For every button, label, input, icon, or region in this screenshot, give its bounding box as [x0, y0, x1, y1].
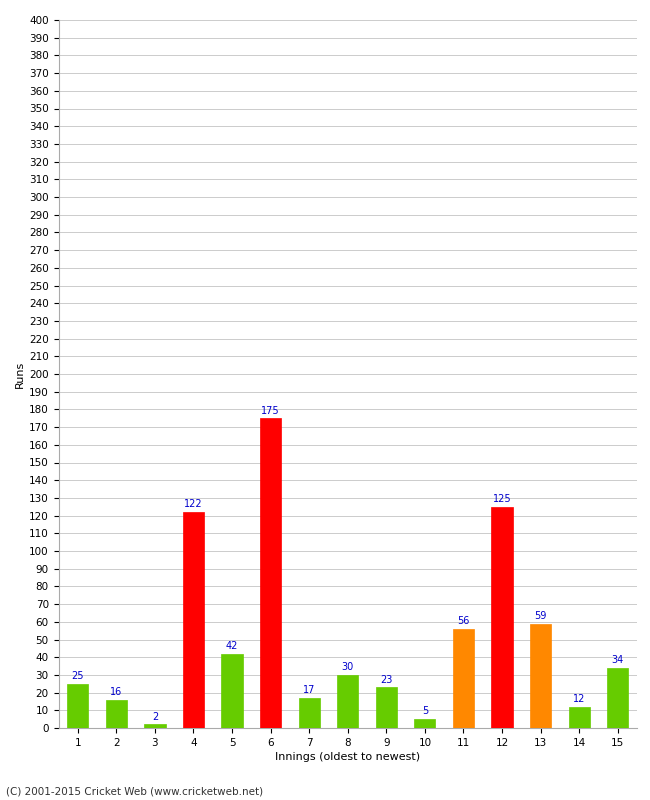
Text: 125: 125 — [493, 494, 512, 504]
Text: 175: 175 — [261, 406, 280, 415]
Y-axis label: Runs: Runs — [15, 360, 25, 388]
X-axis label: Innings (oldest to newest): Innings (oldest to newest) — [275, 752, 421, 762]
Bar — [491, 506, 513, 728]
Text: 2: 2 — [152, 712, 158, 722]
Text: 5: 5 — [422, 706, 428, 717]
Text: 23: 23 — [380, 674, 393, 685]
Bar — [222, 654, 242, 728]
Bar — [530, 623, 551, 728]
Bar — [414, 719, 436, 728]
Bar — [298, 698, 320, 728]
Text: 25: 25 — [72, 671, 84, 681]
Text: 122: 122 — [184, 499, 203, 510]
Bar — [337, 675, 358, 728]
Bar — [106, 700, 127, 728]
Bar — [183, 512, 204, 728]
Text: 17: 17 — [303, 686, 315, 695]
Text: 59: 59 — [534, 611, 547, 621]
Bar — [260, 418, 281, 728]
Bar — [607, 668, 629, 728]
Text: (C) 2001-2015 Cricket Web (www.cricketweb.net): (C) 2001-2015 Cricket Web (www.cricketwe… — [6, 786, 264, 796]
Bar — [67, 684, 88, 728]
Bar — [144, 725, 166, 728]
Bar — [569, 706, 590, 728]
Text: 16: 16 — [111, 687, 122, 697]
Bar — [453, 629, 474, 728]
Bar — [376, 687, 397, 728]
Text: 30: 30 — [342, 662, 354, 672]
Text: 34: 34 — [612, 655, 624, 665]
Text: 12: 12 — [573, 694, 586, 704]
Text: 42: 42 — [226, 641, 239, 651]
Text: 56: 56 — [457, 616, 470, 626]
